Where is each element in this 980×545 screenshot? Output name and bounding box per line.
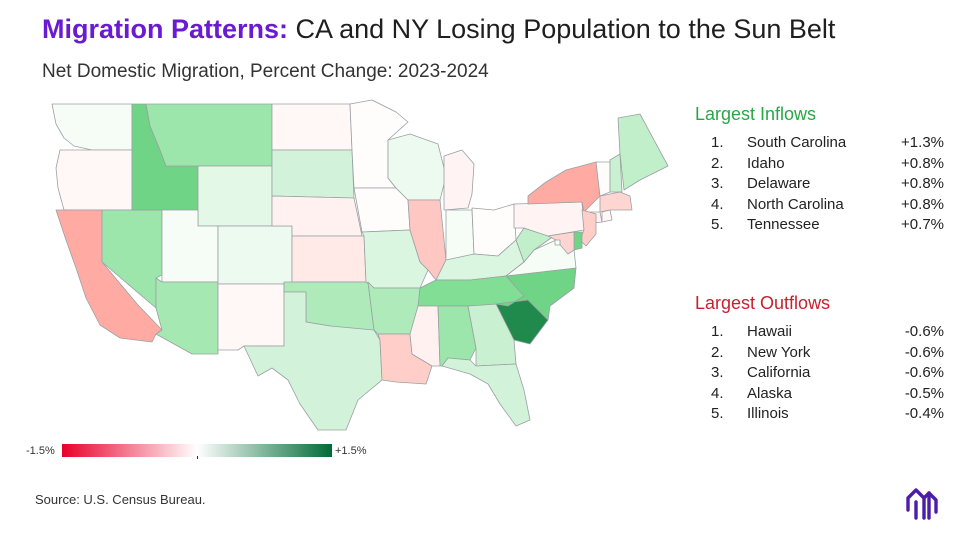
ranking-row: 1. Hawaii -0.6% — [695, 322, 950, 343]
rank: 3. — [711, 364, 724, 382]
state-nc — [495, 267, 577, 321]
state-mi — [443, 149, 475, 211]
ranking-row: 5. Illinois -0.4% — [695, 404, 950, 425]
percent-value: -0.6% — [904, 343, 944, 361]
state-name: Illinois — [747, 405, 789, 423]
state-de — [573, 231, 583, 251]
state-tx — [243, 291, 383, 431]
state-in — [445, 209, 475, 263]
us-choropleth-map — [51, 99, 669, 431]
ranking-row: 4. Alaska -0.5% — [695, 384, 950, 405]
outflows-heading: Largest Outflows — [695, 293, 831, 313]
rank: 2. — [711, 154, 724, 172]
percent-value: -0.4% — [904, 405, 944, 423]
state-wa — [51, 103, 133, 151]
percent-value: -0.5% — [904, 384, 944, 402]
state-nm — [217, 283, 285, 351]
state-name: North Carolina — [747, 195, 844, 213]
rank: 5. — [711, 405, 724, 423]
percent-value: +0.8% — [901, 154, 944, 172]
state-name: Alaska — [747, 384, 793, 402]
rank: 3. — [711, 175, 724, 193]
state-sd — [271, 149, 355, 199]
rank: 5. — [711, 216, 724, 234]
state-md — [547, 231, 575, 255]
state-name: Delaware — [747, 175, 811, 193]
inflows-list: 1. South Carolina +1.3% 2. Idaho +0.8% 3. Delaw… — [695, 133, 950, 236]
state-wy — [197, 165, 273, 227]
percent-value: +0.7% — [901, 216, 944, 234]
scale-max-label: +1.5% — [335, 445, 367, 457]
chart-subtitle: Net Domestic Migration, Percent Change: … — [42, 61, 489, 82]
source-note: Source: U.S. Census Bureau. — [35, 492, 206, 507]
state-ri — [601, 209, 613, 223]
ranking-row: 4. North Carolina +0.8% — [695, 195, 950, 216]
rank: 4. — [711, 384, 724, 402]
percent-value: +0.8% — [901, 175, 944, 193]
outflows-list: 1. Hawaii -0.6% 2. New York -0.6% 3. California… — [695, 322, 950, 425]
title-highlight: Migration Patterns: — [42, 14, 289, 44]
rank: 1. — [711, 323, 724, 340]
ranking-row: 1. South Carolina +1.3% — [695, 133, 950, 154]
rank: 4. — [711, 195, 724, 213]
scale-min-label: -1.5% — [26, 445, 55, 457]
ranking-row: 3. Delaware +0.8% — [695, 174, 950, 195]
state-name: California — [747, 364, 811, 382]
color-scale-bar — [62, 444, 332, 457]
state-fl — [441, 357, 531, 427]
state-nh — [609, 153, 623, 193]
state-dc — [554, 239, 561, 246]
state-co — [217, 225, 293, 285]
state-ks — [291, 235, 367, 283]
state-or — [55, 149, 133, 211]
rank: 2. — [711, 343, 724, 361]
percent-value: -0.6% — [904, 364, 944, 382]
ranking-row: 5. Tennessee +0.7% — [695, 215, 950, 236]
ranking-row: 2. New York -0.6% — [695, 343, 950, 364]
chart-title: Migration Patterns: CA and NY Losing Pop… — [42, 14, 835, 45]
state-ma — [599, 191, 633, 213]
percent-value: +1.3% — [901, 134, 944, 151]
state-name: New York — [747, 343, 811, 361]
state-nj — [579, 209, 597, 247]
state-mt — [145, 103, 273, 167]
state-il — [407, 199, 447, 281]
rank: 1. — [711, 134, 724, 151]
title-rest: CA and NY Losing Population to the Sun B… — [295, 14, 836, 44]
brand-logo-icon — [906, 488, 938, 520]
ranking-row: 2. Idaho +0.8% — [695, 154, 950, 175]
state-nd — [271, 103, 353, 151]
state-name: Hawaii — [747, 323, 793, 340]
percent-value: +0.8% — [901, 195, 944, 213]
inflows-heading: Largest Inflows — [695, 104, 817, 124]
percent-value: -0.6% — [904, 323, 944, 340]
state-me — [617, 113, 669, 191]
state-name: South Carolina — [747, 134, 847, 151]
state-name: Idaho — [747, 154, 785, 172]
scale-zero-tick — [197, 456, 198, 459]
ranking-row: 3. California -0.6% — [695, 363, 950, 384]
state-az — [155, 277, 219, 355]
state-name: Tennessee — [747, 216, 820, 234]
state-ia — [353, 187, 411, 233]
